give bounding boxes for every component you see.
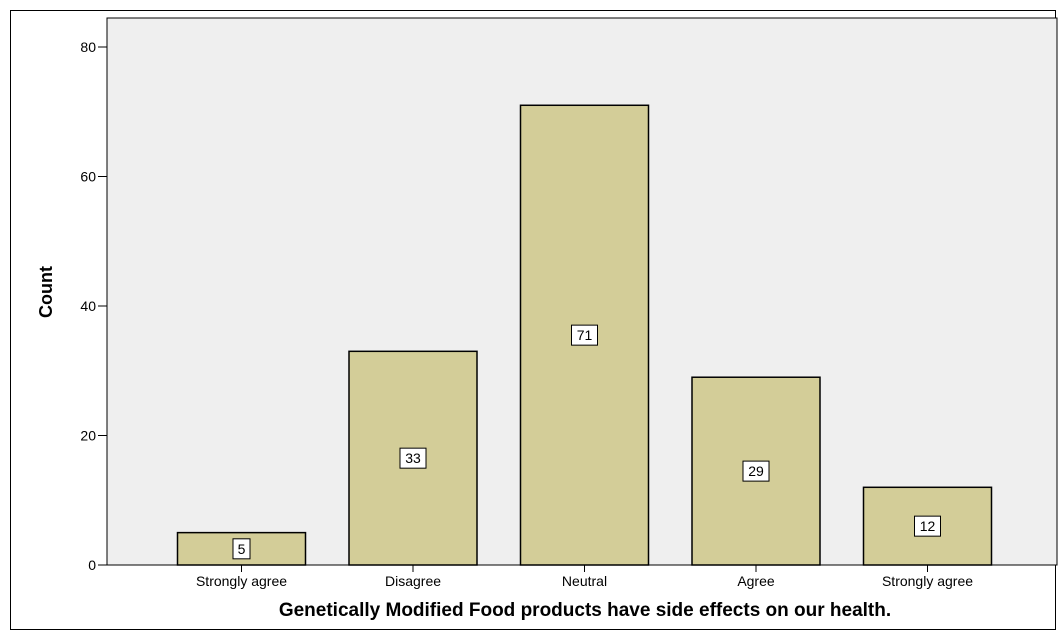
data-label-box	[571, 324, 598, 346]
data-label-box	[742, 460, 770, 482]
data-label: 12	[920, 518, 936, 534]
x-tick-label: Neutral	[562, 573, 607, 589]
x-axis-label: Genetically Modified Food products have …	[279, 600, 891, 621]
x-tick-label: Strongly agree	[882, 573, 973, 589]
data-label: 33	[405, 450, 421, 466]
y-tick-label: 60	[80, 169, 96, 185]
y-tick-label: 20	[80, 428, 96, 444]
y-axis-label: Count	[36, 266, 56, 318]
x-tick-label: Disagree	[385, 573, 441, 589]
data-label: 29	[748, 463, 764, 479]
data-label-box	[232, 538, 251, 560]
y-axis: 0 20 40 60 80	[80, 39, 107, 573]
data-label-box	[399, 447, 427, 469]
data-label-box	[914, 515, 941, 537]
x-axis: Strongly agree Disagree Neutral Agree Strong…	[196, 565, 973, 589]
y-tick-label: 80	[80, 39, 96, 55]
x-tick-label: Strongly agree	[196, 573, 287, 589]
data-label: 71	[577, 327, 593, 343]
data-label: 5	[238, 541, 246, 557]
x-tick-label: Agree	[737, 573, 775, 589]
bars: 5 33 71 29 12	[176, 104, 993, 566]
y-tick-label: 40	[80, 298, 96, 314]
y-tick-label: 0	[88, 557, 96, 573]
